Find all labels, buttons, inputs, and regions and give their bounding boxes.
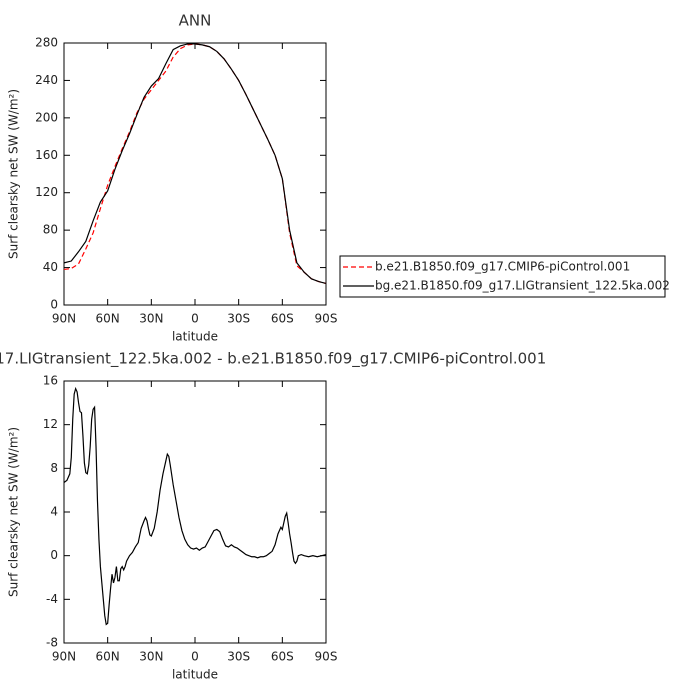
x-tick-label: 90S <box>315 650 338 664</box>
x-axis-label: latitude <box>172 668 218 682</box>
x-tick-label: 90N <box>52 650 76 664</box>
y-tick-label: 40 <box>43 260 58 274</box>
plot-frame <box>63 42 327 306</box>
chart-title: ANN <box>179 12 212 30</box>
x-tick-label: 0 <box>191 650 199 664</box>
x-tick-label: 90S <box>315 312 338 326</box>
y-tick-label: 160 <box>35 148 58 162</box>
x-tick-label: 60N <box>96 650 120 664</box>
x-tick-label: 30S <box>227 312 250 326</box>
y-tick-label: 0 <box>50 298 58 312</box>
y-tick-label: 240 <box>35 73 58 87</box>
y-tick-label: 16 <box>43 374 58 388</box>
y-axis-label: Surf clearsky net SW (W/m²) <box>7 427 21 597</box>
data-line <box>63 43 327 285</box>
y-axis-label: Surf clearsky net SW (W/m²) <box>7 89 21 259</box>
x-tick-label: 90N <box>52 312 76 326</box>
x-tick-label: 0 <box>191 312 199 326</box>
legend-box <box>339 255 666 298</box>
y-tick-label: 0 <box>50 548 58 562</box>
x-tick-label: 60S <box>271 312 294 326</box>
x-axis-label: latitude <box>172 330 218 344</box>
y-tick-label: -4 <box>46 592 58 606</box>
legend-label: bg.e21.B1850.f09_g17.LIGtransient_122.5k… <box>375 279 670 293</box>
y-tick-label: 8 <box>50 461 58 475</box>
x-tick-label: 30N <box>139 650 163 664</box>
y-tick-label: 280 <box>35 36 58 50</box>
data-line <box>63 43 327 285</box>
x-tick-label: 60S <box>271 650 294 664</box>
x-tick-label: 30N <box>139 312 163 326</box>
chart-title: bg.e21.B1850.f09_g17.LIGtransient_122.5k… <box>0 350 546 369</box>
x-tick-label: 60N <box>96 312 120 326</box>
y-tick-label: 200 <box>35 110 58 124</box>
legend-label: b.e21.B1850.f09_g17.CMIP6-piControl.001 <box>375 260 630 274</box>
y-tick-label: 12 <box>43 417 58 431</box>
data-line <box>63 386 327 626</box>
y-tick-label: -8 <box>46 636 58 650</box>
y-tick-label: 4 <box>50 505 58 519</box>
y-tick-label: 120 <box>35 185 58 199</box>
y-tick-label: 80 <box>43 223 58 237</box>
x-tick-label: 30S <box>227 650 250 664</box>
